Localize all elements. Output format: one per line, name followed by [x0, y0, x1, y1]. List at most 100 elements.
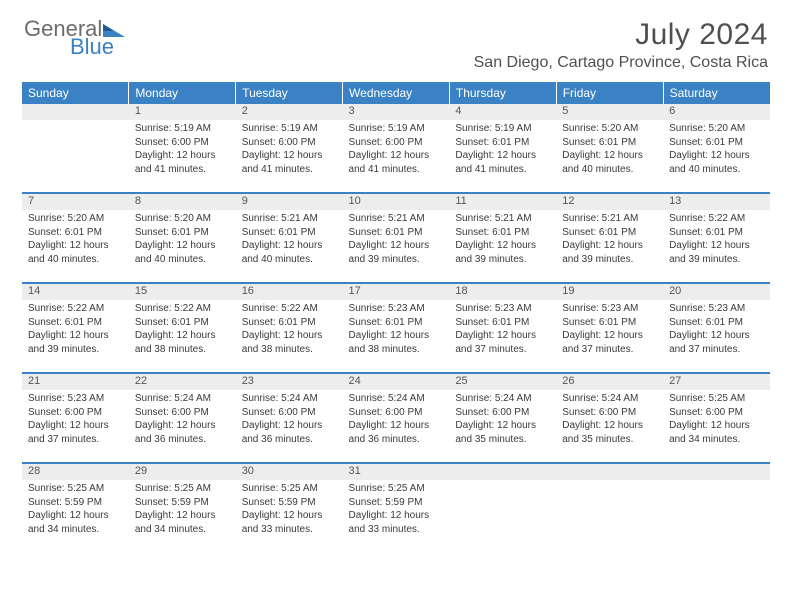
day-number: 6 [663, 104, 770, 120]
day-cell: Sunrise: 5:19 AMSunset: 6:00 PMDaylight:… [129, 120, 236, 192]
day-day2: and 40 minutes. [562, 163, 657, 177]
day-day2: and 40 minutes. [242, 253, 337, 267]
day-day1: Daylight: 12 hours [28, 509, 123, 523]
weekday-header-row: Sunday Monday Tuesday Wednesday Thursday… [22, 82, 770, 104]
daynum-row: 21222324252627 [22, 374, 770, 390]
weekday-header: Saturday [663, 82, 770, 104]
day-number: 23 [236, 374, 343, 390]
day-number: 3 [343, 104, 450, 120]
day-day2: and 35 minutes. [562, 433, 657, 447]
day-day1: Daylight: 12 hours [135, 419, 230, 433]
day-cell: Sunrise: 5:24 AMSunset: 6:00 PMDaylight:… [129, 390, 236, 462]
day-day1: Daylight: 12 hours [669, 239, 764, 253]
day-day2: and 40 minutes. [135, 253, 230, 267]
day-sunset: Sunset: 6:01 PM [28, 226, 123, 240]
day-day1: Daylight: 12 hours [349, 329, 444, 343]
day-number: 16 [236, 284, 343, 300]
day-number: 1 [129, 104, 236, 120]
day-sunset: Sunset: 6:01 PM [28, 316, 123, 330]
day-day1: Daylight: 12 hours [669, 329, 764, 343]
day-number: 7 [22, 194, 129, 210]
day-number: 31 [343, 464, 450, 480]
day-sunset: Sunset: 6:01 PM [349, 226, 444, 240]
day-day2: and 37 minutes. [455, 343, 550, 357]
day-sunrise: Sunrise: 5:22 AM [242, 302, 337, 316]
day-sunrise: Sunrise: 5:19 AM [455, 122, 550, 136]
day-cell: Sunrise: 5:24 AMSunset: 6:00 PMDaylight:… [449, 390, 556, 462]
day-day1: Daylight: 12 hours [135, 239, 230, 253]
day-day1: Daylight: 12 hours [455, 329, 550, 343]
day-sunrise: Sunrise: 5:22 AM [669, 212, 764, 226]
day-day2: and 38 minutes. [242, 343, 337, 357]
day-sunrise: Sunrise: 5:25 AM [135, 482, 230, 496]
day-day1: Daylight: 12 hours [562, 239, 657, 253]
month-title: July 2024 [474, 18, 768, 52]
day-cell: Sunrise: 5:21 AMSunset: 6:01 PMDaylight:… [449, 210, 556, 282]
day-sunset: Sunset: 6:00 PM [562, 406, 657, 420]
day-sunrise: Sunrise: 5:22 AM [28, 302, 123, 316]
day-number: 30 [236, 464, 343, 480]
day-sunset: Sunset: 6:01 PM [455, 136, 550, 150]
day-number: 27 [663, 374, 770, 390]
day-sunrise: Sunrise: 5:24 AM [455, 392, 550, 406]
day-number: 22 [129, 374, 236, 390]
day-cell: Sunrise: 5:23 AMSunset: 6:01 PMDaylight:… [556, 300, 663, 372]
calendar-body: 123456Sunrise: 5:19 AMSunset: 6:00 PMDay… [22, 104, 770, 552]
day-day1: Daylight: 12 hours [242, 419, 337, 433]
day-number: 10 [343, 194, 450, 210]
day-cell: Sunrise: 5:23 AMSunset: 6:00 PMDaylight:… [22, 390, 129, 462]
day-sunset: Sunset: 6:00 PM [455, 406, 550, 420]
day-day2: and 34 minutes. [669, 433, 764, 447]
day-day2: and 41 minutes. [242, 163, 337, 177]
day-number: 25 [449, 374, 556, 390]
day-cell [556, 480, 663, 552]
day-sunset: Sunset: 6:01 PM [669, 226, 764, 240]
day-sunset: Sunset: 6:00 PM [669, 406, 764, 420]
day-cell: Sunrise: 5:23 AMSunset: 6:01 PMDaylight:… [343, 300, 450, 372]
day-cell [663, 480, 770, 552]
day-sunset: Sunset: 6:01 PM [455, 226, 550, 240]
day-day1: Daylight: 12 hours [135, 329, 230, 343]
day-day1: Daylight: 12 hours [242, 149, 337, 163]
day-day2: and 39 minutes. [455, 253, 550, 267]
day-cell: Sunrise: 5:23 AMSunset: 6:01 PMDaylight:… [449, 300, 556, 372]
day-day1: Daylight: 12 hours [455, 239, 550, 253]
logo-text-blue: Blue [24, 36, 125, 58]
day-day1: Daylight: 12 hours [135, 149, 230, 163]
day-number: 15 [129, 284, 236, 300]
weekday-header: Wednesday [343, 82, 450, 104]
day-cell: Sunrise: 5:25 AMSunset: 5:59 PMDaylight:… [129, 480, 236, 552]
day-day1: Daylight: 12 hours [28, 419, 123, 433]
day-day2: and 36 minutes. [242, 433, 337, 447]
day-sunset: Sunset: 6:00 PM [349, 406, 444, 420]
data-row: Sunrise: 5:22 AMSunset: 6:01 PMDaylight:… [22, 300, 770, 372]
data-row: Sunrise: 5:23 AMSunset: 6:00 PMDaylight:… [22, 390, 770, 462]
day-sunrise: Sunrise: 5:24 AM [349, 392, 444, 406]
day-sunrise: Sunrise: 5:23 AM [562, 302, 657, 316]
day-sunset: Sunset: 6:01 PM [242, 316, 337, 330]
day-number: 18 [449, 284, 556, 300]
day-cell: Sunrise: 5:24 AMSunset: 6:00 PMDaylight:… [236, 390, 343, 462]
day-cell: Sunrise: 5:22 AMSunset: 6:01 PMDaylight:… [129, 300, 236, 372]
day-sunrise: Sunrise: 5:25 AM [28, 482, 123, 496]
day-day2: and 34 minutes. [28, 523, 123, 537]
data-row: Sunrise: 5:25 AMSunset: 5:59 PMDaylight:… [22, 480, 770, 552]
day-cell: Sunrise: 5:21 AMSunset: 6:01 PMDaylight:… [343, 210, 450, 282]
day-cell: Sunrise: 5:22 AMSunset: 6:01 PMDaylight:… [663, 210, 770, 282]
location-subtitle: San Diego, Cartago Province, Costa Rica [474, 54, 768, 72]
day-sunset: Sunset: 5:59 PM [135, 496, 230, 510]
day-day1: Daylight: 12 hours [349, 149, 444, 163]
day-number: 4 [449, 104, 556, 120]
day-cell [449, 480, 556, 552]
day-sunrise: Sunrise: 5:22 AM [135, 302, 230, 316]
day-day1: Daylight: 12 hours [349, 239, 444, 253]
day-day2: and 41 minutes. [349, 163, 444, 177]
day-sunrise: Sunrise: 5:21 AM [349, 212, 444, 226]
day-cell: Sunrise: 5:25 AMSunset: 5:59 PMDaylight:… [22, 480, 129, 552]
day-sunset: Sunset: 6:00 PM [28, 406, 123, 420]
day-cell: Sunrise: 5:24 AMSunset: 6:00 PMDaylight:… [343, 390, 450, 462]
weekday-header: Sunday [22, 82, 129, 104]
day-day1: Daylight: 12 hours [242, 239, 337, 253]
day-sunrise: Sunrise: 5:20 AM [135, 212, 230, 226]
day-sunset: Sunset: 6:00 PM [135, 406, 230, 420]
